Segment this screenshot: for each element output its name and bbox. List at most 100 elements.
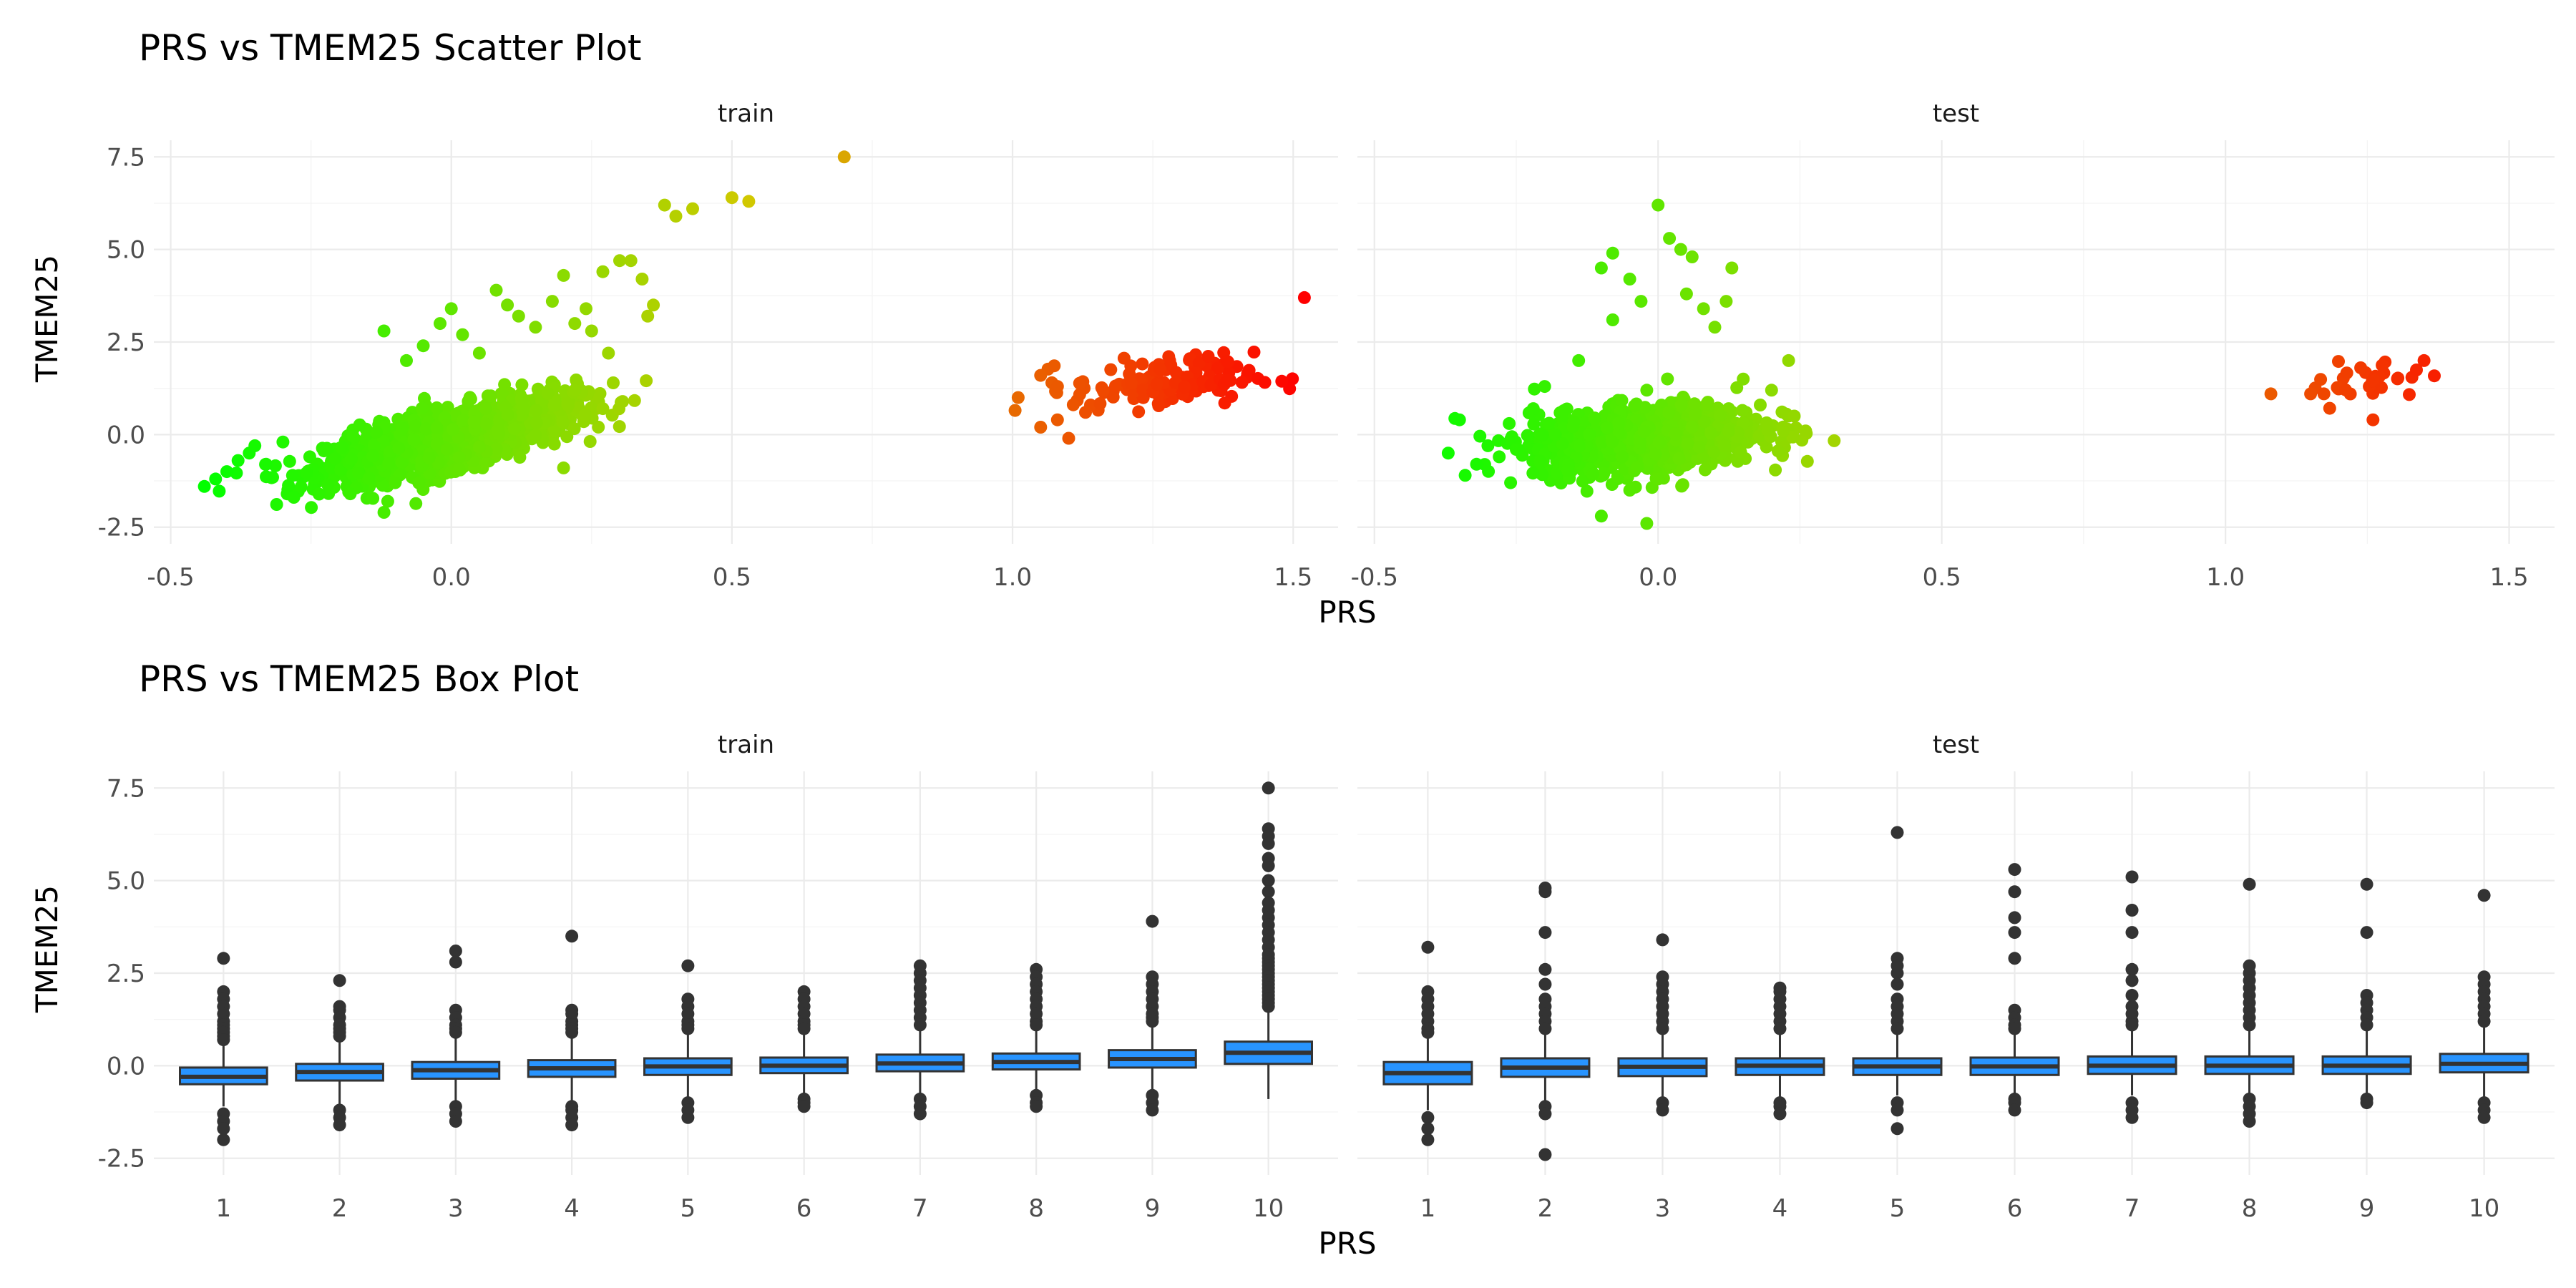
scatter-point [1510,443,1523,457]
scatter-point [1638,401,1652,414]
box-outlier [1538,977,1552,991]
scatter-point [1782,353,1795,367]
box-y-axis-label: TMEM25 [29,885,64,1013]
box-outlier [1773,1022,1787,1035]
y-tick-label: -2.5 [98,1145,145,1174]
scatter-point [1597,467,1611,480]
box-outlier [797,1022,811,1035]
scatter-point [1606,313,1619,326]
scatter-point [647,298,660,312]
scatter-point [1297,291,1311,304]
box-outlier [2125,974,2139,987]
box-outlier [217,1033,230,1047]
scatter-point [1765,384,1778,397]
scatter-point [1453,413,1466,426]
scatter-point [1211,361,1224,375]
scatter-point [1242,364,1256,377]
scatter-point [1606,246,1619,260]
scatter-point [1034,421,1048,434]
box-outlier [2125,904,2139,917]
x-tick-label: 7 [2124,1194,2140,1223]
scatter-point [635,273,649,286]
scatter-point [479,402,492,416]
scatter-point [1631,460,1644,474]
box-outlier [2125,989,2139,1002]
box-outlier [2125,1111,2139,1124]
scatter-point [585,324,598,338]
scatter-point [1661,372,1674,386]
scatter-point [1699,463,1712,477]
x-tick-label: 1.0 [2206,563,2245,592]
scatter-point [1714,409,1727,422]
scatter-point [1556,436,1569,450]
scatter-point [209,472,223,486]
scatter-point [578,408,592,421]
scatter-point [260,470,273,484]
scatter-point [1725,261,1739,275]
scatter-point [1221,374,1234,387]
scatter-point [1663,232,1677,245]
scatter-point [362,472,376,485]
scatter-point [1073,388,1086,401]
x-tick-label: 0.0 [1639,563,1677,592]
scatter-point [547,437,561,451]
scatter-point [2366,413,2380,426]
scatter-point [377,324,391,338]
scatter-point [583,435,597,448]
box-outlier [1656,933,1669,947]
scatter-point [2264,387,2278,401]
scatter-point [259,457,273,471]
scatter-point [489,442,503,456]
scatter-point [1777,424,1790,438]
scatter-point [213,484,226,498]
scatter-point [1707,445,1721,459]
scatter-point [501,408,514,421]
scatter-point [305,501,318,514]
scatter-point [669,210,683,223]
scatter-point [395,456,409,469]
box-outlier [1262,1000,1275,1013]
scatter-point [613,420,626,434]
scatter-point [1737,372,1750,386]
scatter-point [602,346,615,360]
box-outlier [565,1025,579,1039]
x-tick-label: 0.5 [1923,563,1961,592]
box-outlier [449,955,462,969]
scatter-point [1628,399,1641,413]
panel-strip-label: test [1933,731,1979,759]
box-outlier [449,1025,462,1039]
scatter-point [1192,356,1206,370]
scatter-point [1034,369,1048,382]
scatter-point [1652,472,1665,486]
scatter-point [1652,198,1665,212]
scatter-point [1528,382,1541,396]
box-outlier [449,1115,462,1128]
scatter-point [1169,366,1183,379]
scatter-point [1586,467,1599,481]
scatter-point [2376,358,2389,372]
scatter-point [1734,445,1747,459]
scatter-point [658,198,671,212]
scatter-point [2304,387,2318,401]
x-tick-label: 3 [448,1194,464,1223]
scatter-point [1623,273,1636,286]
scatter-point [472,346,486,360]
scatter-point [321,444,333,457]
scatter-point [2323,401,2336,415]
scatter-point [1286,372,1299,386]
x-tick-label: 0.0 [432,563,471,592]
scatter-point [1612,416,1626,430]
scatter-point [530,404,543,417]
scatter-point [1538,380,1551,394]
x-tick-label: 9 [1145,1194,1161,1223]
scatter-point [742,195,756,208]
scatter-plot-title: PRS vs TMEM25 Scatter Plot [139,27,642,69]
scatter-point [1576,474,1589,488]
scatter-point [2417,353,2431,367]
x-tick-label: 8 [1028,1194,1044,1223]
scatter-point [596,265,610,278]
scatter-point [1543,416,1556,430]
scatter-point [1700,397,1714,411]
scatter-point [725,191,738,205]
